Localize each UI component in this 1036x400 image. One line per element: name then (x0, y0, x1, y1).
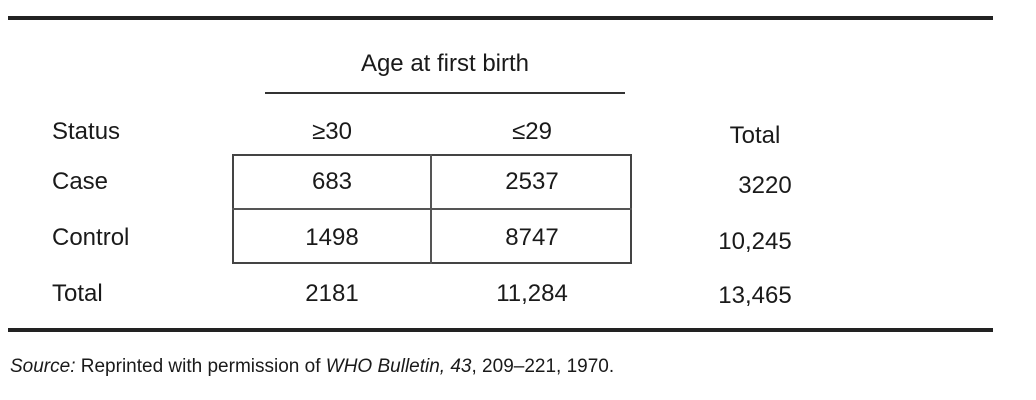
row-label-case: Case (52, 168, 109, 195)
source-text-before: Reprinted with permission of (75, 356, 326, 377)
header-total: Total (729, 122, 781, 149)
header-status: Status (52, 118, 121, 145)
source-journal: WHO Bulletin, 43 (325, 356, 472, 377)
row-label-control: Control (52, 224, 130, 251)
cell-case-total: 3220 (738, 172, 792, 199)
header-le29: ≤29 (512, 118, 552, 145)
source-note: Source: Reprinted with permission of WHO… (10, 356, 614, 378)
spanner-underline (265, 92, 625, 94)
cell-case-ge30: 683 (311, 168, 353, 195)
top-rule (8, 16, 993, 20)
cell-control-total: 10,245 (718, 228, 792, 255)
cell-case-le29: 2537 (505, 168, 559, 195)
cell-control-ge30: 1498 (305, 224, 359, 251)
data-box-horizontal-divider (232, 208, 632, 210)
cell-grand-total: 13,465 (718, 282, 792, 309)
cell-total-ge30: 2181 (305, 280, 359, 307)
header-ge30: ≥30 (312, 118, 352, 145)
row-label-total: Total (52, 280, 103, 307)
column-spanner-header: Age at first birth (360, 50, 530, 77)
cell-control-le29: 8747 (505, 224, 559, 251)
source-text-after: , 209–221, 1970. (471, 356, 615, 377)
cell-total-le29: 11,284 (496, 280, 568, 307)
bottom-rule (8, 328, 993, 332)
source-label: Source: (10, 356, 76, 377)
